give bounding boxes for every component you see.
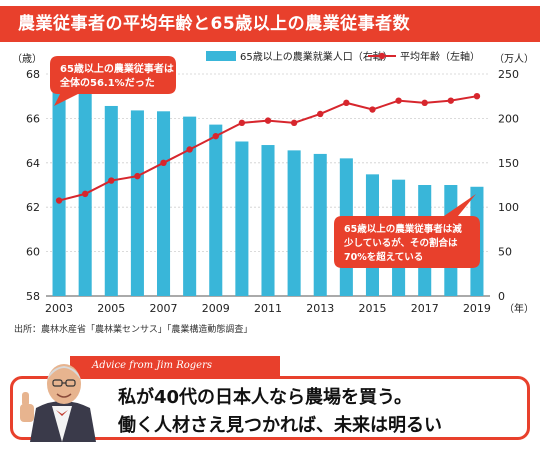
annotation-bottom-text: 70%を超えている [344, 251, 423, 263]
line-point [108, 177, 115, 184]
line-point [343, 99, 350, 107]
bar [104, 105, 118, 296]
legend-swatch-bars [206, 51, 236, 61]
left-axis-tick-label: 62 [26, 201, 40, 214]
bar [130, 110, 144, 297]
line-point [160, 159, 167, 166]
x-tick-label: 2013 [306, 302, 334, 315]
annotation-bottom-bubble [334, 194, 480, 268]
person-illustration [20, 364, 96, 442]
advice-line-2: 働く人材さえ見つかれば、未来は明るい [118, 415, 442, 436]
left-axis-tick-label: 66 [26, 112, 40, 125]
legend-swatch-point [378, 52, 386, 60]
line-point [264, 117, 272, 124]
x-tick-label: 2007 [150, 302, 178, 315]
advice-box [10, 376, 530, 440]
chart: 58 60 62 64 66 68 0 50 100 150 200 250 （歳） （万人） 2003 20… [12, 50, 534, 315]
chart-title: 農業従事者の平均年齢と65歳以上の農業従事者数 [0, 6, 540, 42]
line-point [473, 93, 481, 100]
annotation-top-bubble [50, 56, 176, 106]
bar [209, 124, 223, 296]
bar [157, 111, 171, 297]
x-tick-label: 2003 [45, 302, 73, 315]
bar [235, 141, 249, 296]
annotation-top-text: 全体の56.1%だった [59, 76, 155, 89]
x-tick-label: 2019 [463, 302, 491, 315]
right-axis-tick-label: 250 [498, 68, 519, 81]
line-point [447, 97, 455, 104]
right-axis-tick-label: 0 [498, 290, 505, 303]
line-point [317, 110, 324, 118]
x-tick-label: 2015 [358, 302, 386, 315]
x-tick-label: 2009 [202, 302, 230, 315]
line-point [55, 197, 63, 204]
line-point [395, 97, 402, 104]
x-tick-label: 2017 [411, 302, 439, 315]
legend-label-bars: 65歳以上の農業就業人口（右軸） [240, 50, 393, 63]
bar [313, 153, 327, 296]
left-axis-tick-label: 60 [26, 246, 40, 259]
right-axis-tick-label: 200 [498, 112, 519, 125]
left-axis-tick-label: 58 [26, 290, 40, 303]
bar [261, 145, 275, 296]
annotation-bottom-text: 少しているが、その割合は [343, 237, 458, 249]
advice-tag: Advice from Jim Rogers [70, 356, 280, 376]
right-axis-tick-label: 100 [498, 201, 519, 214]
advice-line-1: 私が40代の日本人なら農場を買う。 [118, 387, 412, 408]
line-point [369, 106, 376, 113]
bar [287, 150, 301, 296]
line-point [421, 99, 428, 107]
line-point [212, 132, 219, 140]
right-axis-tick-label: 50 [498, 246, 512, 259]
line-point [186, 146, 193, 153]
left-axis-tick-label: 64 [26, 157, 40, 170]
x-tick-label: 2011 [254, 302, 282, 315]
line-point [81, 190, 89, 198]
x-tick-label: 2005 [97, 302, 125, 315]
right-axis-tick-label: 150 [498, 157, 519, 170]
right-axis-unit: （万人） [494, 53, 534, 65]
x-axis-unit: （年） [504, 302, 534, 315]
bar [183, 116, 197, 297]
annotation-top-text: 65歳以上の農業従事者は [60, 62, 174, 75]
annotation-bottom-text: 65歳以上の農業従事者は減 [344, 223, 462, 235]
source-note: 出所：農林水産省「農林業センサス」「農業構造動態調査」 [14, 325, 253, 335]
line-point [134, 172, 141, 180]
legend-label-line: 平均年齢（左軸） [400, 50, 480, 63]
left-axis-tick-label: 68 [26, 68, 40, 81]
bar [52, 88, 66, 296]
left-axis-unit: （歳） [12, 53, 42, 65]
line-point [238, 119, 246, 127]
line-point [290, 119, 298, 127]
